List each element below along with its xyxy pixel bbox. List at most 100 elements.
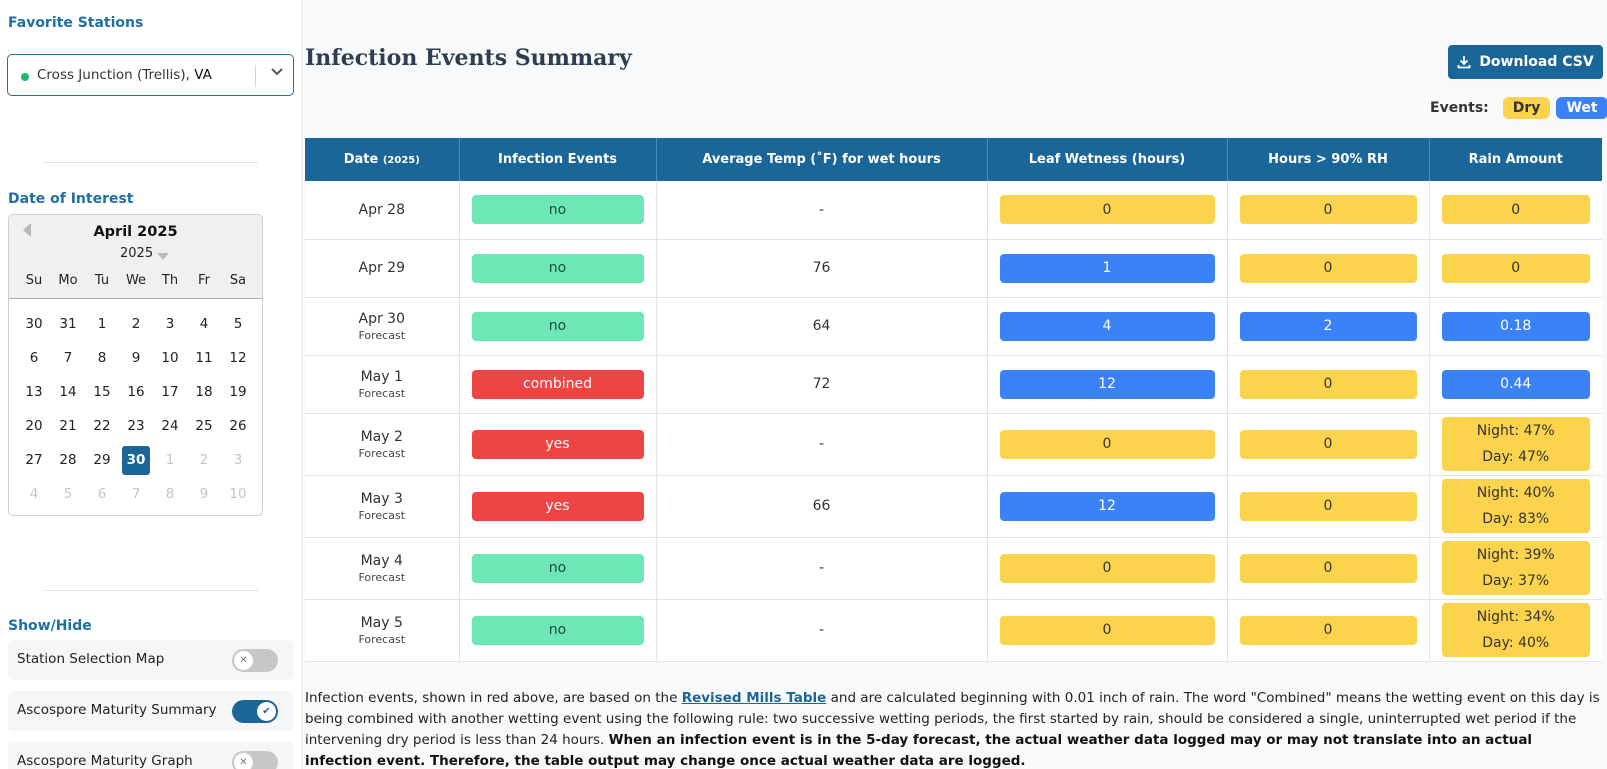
calendar-day[interactable]: 21 bbox=[59, 418, 77, 434]
download-icon bbox=[1457, 56, 1471, 69]
rain-forecast-badge: Night: 47% Day: 47% bbox=[1441, 417, 1590, 471]
maturity-summary-toggle[interactable]: ✔ bbox=[232, 700, 278, 723]
weekday-label: We bbox=[125, 273, 147, 288]
calendar-day[interactable]: 1 bbox=[165, 452, 175, 468]
calendar-day[interactable]: 6 bbox=[97, 486, 107, 502]
calendar-day[interactable]: 2 bbox=[199, 452, 209, 468]
calendar-day[interactable]: 14 bbox=[59, 384, 77, 400]
rh-cell: 0 bbox=[1227, 413, 1430, 476]
footer-text: and are calculated beginning with 0.01 i… bbox=[305, 690, 1600, 748]
calendar-day[interactable]: 26 bbox=[229, 418, 247, 434]
rh-cell: 0 bbox=[1227, 239, 1430, 298]
rain-forecast-badge: Night: 39% Day: 37% bbox=[1441, 541, 1590, 595]
year-dropdown-icon[interactable] bbox=[157, 253, 169, 260]
divider bbox=[44, 590, 258, 591]
rain-cell: 0.18 bbox=[1429, 297, 1602, 356]
leaf-wetness-badge: 0 bbox=[999, 195, 1215, 225]
divider bbox=[44, 162, 258, 163]
calendar-day[interactable]: 15 bbox=[93, 384, 111, 400]
calendar-day[interactable]: 16 bbox=[127, 384, 145, 400]
calendar-day[interactable]: 5 bbox=[233, 316, 243, 332]
toggle-row-maturity-graph[interactable]: Ascospore Maturity Graph ✕ bbox=[8, 742, 294, 769]
maturity-graph-toggle[interactable]: ✕ bbox=[232, 751, 278, 769]
calendar-day[interactable]: 7 bbox=[63, 350, 73, 366]
calendar-day[interactable]: 8 bbox=[97, 350, 107, 366]
chevron-down-icon[interactable] bbox=[270, 64, 284, 82]
calendar-day[interactable]: 22 bbox=[93, 418, 111, 434]
calendar-day-selected[interactable]: 30 bbox=[119, 443, 153, 477]
calendar-day[interactable]: 13 bbox=[25, 384, 43, 400]
weekday-label: Mo bbox=[58, 273, 78, 288]
rh-cell: 0 bbox=[1227, 475, 1430, 538]
rain-amount-badge: 0.44 bbox=[1441, 369, 1590, 399]
infection-badge: no bbox=[471, 553, 644, 583]
revised-mills-table-link[interactable]: Revised Mills Table bbox=[681, 690, 827, 706]
rh-cell: 0 bbox=[1227, 599, 1430, 662]
calendar-day[interactable]: 20 bbox=[25, 418, 43, 434]
rh-hours-badge: 0 bbox=[1239, 615, 1417, 645]
avg-temp-cell: - bbox=[656, 599, 988, 662]
toggle-row-maturity-summary[interactable]: Ascospore Maturity Summary ✔ bbox=[8, 691, 294, 731]
events-legend-label: Events: bbox=[1430, 100, 1489, 116]
calendar-day[interactable]: 3 bbox=[165, 316, 175, 332]
station-select[interactable]: Cross Junction (Trellis), VA bbox=[7, 54, 294, 96]
calendar-days-grid: 30 31 1 2 3 4 5 6 7 8 9 10 11 12 13 14 15 16 17 18 19 20 21 22 2… bbox=[17, 307, 255, 511]
table-row: May 5 Forecast no -0 0 Night: 34% Day: 40% bbox=[305, 599, 1602, 662]
calendar-day[interactable]: 18 bbox=[195, 384, 213, 400]
infection-badge: no bbox=[471, 311, 644, 341]
station-status-dot bbox=[21, 73, 29, 81]
calendar-day[interactable]: 3 bbox=[233, 452, 243, 468]
calendar-day[interactable]: 1 bbox=[97, 316, 107, 332]
rain-forecast-badge: Night: 40% Day: 83% bbox=[1441, 479, 1590, 533]
footer-bold-text: When an infection event is in the 5-day … bbox=[305, 732, 1533, 769]
table-row: May 3 Forecast yes 66 12 0 Night: 40% Day: 83% bbox=[305, 475, 1602, 538]
calendar-day[interactable]: 5 bbox=[63, 486, 73, 502]
prev-month-icon[interactable] bbox=[23, 223, 31, 237]
calendar-day[interactable]: 30 bbox=[25, 316, 43, 332]
calendar-day[interactable]: 10 bbox=[229, 486, 247, 502]
calendar-day[interactable]: 10 bbox=[161, 350, 179, 366]
calendar-day[interactable]: 28 bbox=[59, 452, 77, 468]
calendar-day[interactable]: 9 bbox=[131, 350, 141, 366]
calendar-day[interactable]: 25 bbox=[195, 418, 213, 434]
rain-night-value: Night: 40% bbox=[1476, 485, 1555, 501]
calendar-day[interactable]: 4 bbox=[199, 316, 209, 332]
calendar-day[interactable]: 12 bbox=[229, 350, 247, 366]
infection-badge: yes bbox=[471, 429, 644, 459]
toggle-row-station-map[interactable]: Station Selection Map ✕ bbox=[8, 640, 294, 680]
station-map-toggle[interactable]: ✕ bbox=[232, 649, 278, 672]
date-cell: May 4 Forecast bbox=[305, 537, 460, 600]
rain-cell: 0.44 bbox=[1429, 355, 1602, 414]
calendar-day[interactable]: 7 bbox=[131, 486, 141, 502]
calendar-day[interactable]: 4 bbox=[29, 486, 39, 502]
table-row: May 1 Forecast combined 72 12 0 0.44 bbox=[305, 355, 1602, 414]
calendar-day[interactable]: 29 bbox=[93, 452, 111, 468]
calendar-day[interactable]: 31 bbox=[59, 316, 77, 332]
leaf-wetness-badge: 0 bbox=[999, 553, 1215, 583]
rain-night-value: Night: 47% bbox=[1476, 423, 1555, 439]
col-header-date: Date (2025) bbox=[305, 138, 460, 181]
infection-badge: no bbox=[471, 195, 644, 225]
calendar-day[interactable]: 19 bbox=[229, 384, 247, 400]
calendar-day[interactable]: 23 bbox=[127, 418, 145, 434]
calendar-day[interactable]: 17 bbox=[161, 384, 179, 400]
calendar-day[interactable]: 27 bbox=[25, 452, 43, 468]
calendar-day[interactable]: 2 bbox=[131, 316, 141, 332]
rain-cell: 0 bbox=[1429, 239, 1602, 298]
calendar-day[interactable]: 8 bbox=[165, 486, 175, 502]
rh-cell: 0 bbox=[1227, 181, 1430, 240]
calendar-day[interactable]: 9 bbox=[199, 486, 209, 502]
sidebar: Favorite Stations Cross Junction (Trelli… bbox=[0, 0, 302, 769]
calendar-day[interactable]: 11 bbox=[195, 350, 213, 366]
calendar-year-select[interactable]: 2025 bbox=[120, 246, 154, 261]
date-cell: Apr 28 bbox=[305, 181, 460, 240]
download-csv-button[interactable]: Download CSV bbox=[1448, 45, 1603, 79]
forecast-label: Forecast bbox=[358, 508, 406, 522]
col-header-infection: Infection Events bbox=[459, 138, 657, 181]
date-label: May 1 bbox=[360, 368, 403, 385]
rh-cell: 0 bbox=[1227, 537, 1430, 600]
avg-temp-cell: 66 bbox=[656, 475, 988, 538]
calendar-day[interactable]: 24 bbox=[161, 418, 179, 434]
calendar-day[interactable]: 6 bbox=[29, 350, 39, 366]
select-separator bbox=[255, 65, 256, 87]
